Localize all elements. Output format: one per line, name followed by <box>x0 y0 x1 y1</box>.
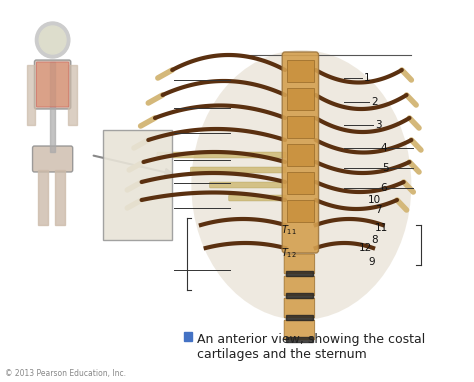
Bar <box>287 200 314 222</box>
Bar <box>287 172 314 194</box>
Bar <box>287 60 314 82</box>
FancyBboxPatch shape <box>103 130 172 240</box>
Text: $T_{11}$: $T_{11}$ <box>281 223 297 237</box>
Text: $T_{12}$: $T_{12}$ <box>281 246 297 260</box>
FancyBboxPatch shape <box>284 276 315 296</box>
FancyBboxPatch shape <box>284 320 315 340</box>
Text: An anterior view, showing the costal
cartilages and the sternum: An anterior view, showing the costal car… <box>197 333 425 361</box>
FancyBboxPatch shape <box>36 62 69 107</box>
FancyBboxPatch shape <box>157 152 286 158</box>
Text: 4: 4 <box>381 143 387 153</box>
Bar <box>50 62 55 152</box>
Bar <box>286 315 313 320</box>
Ellipse shape <box>191 50 411 320</box>
Text: 12: 12 <box>359 243 372 253</box>
Circle shape <box>36 22 70 58</box>
Bar <box>38 170 48 225</box>
Text: 6: 6 <box>381 183 387 193</box>
Text: 8: 8 <box>371 235 378 245</box>
FancyBboxPatch shape <box>35 60 71 109</box>
Text: 11: 11 <box>375 223 388 233</box>
FancyBboxPatch shape <box>210 182 286 188</box>
Bar <box>286 337 313 342</box>
Bar <box>55 170 65 225</box>
Bar <box>287 144 314 166</box>
Bar <box>184 332 192 341</box>
FancyBboxPatch shape <box>33 146 73 172</box>
Text: 7: 7 <box>375 205 382 215</box>
Circle shape <box>39 26 66 54</box>
Text: 3: 3 <box>375 120 382 130</box>
Text: 1: 1 <box>364 73 370 83</box>
FancyBboxPatch shape <box>228 195 286 201</box>
Bar <box>286 293 313 298</box>
FancyBboxPatch shape <box>284 298 315 318</box>
Text: 10: 10 <box>368 195 382 205</box>
Bar <box>287 116 314 138</box>
FancyBboxPatch shape <box>191 167 286 173</box>
Text: © 2013 Pearson Education, Inc.: © 2013 Pearson Education, Inc. <box>5 369 126 378</box>
FancyBboxPatch shape <box>282 52 319 253</box>
Text: 9: 9 <box>368 257 375 267</box>
FancyBboxPatch shape <box>284 254 315 274</box>
Bar <box>68 65 76 125</box>
Text: 2: 2 <box>371 97 378 107</box>
Bar <box>287 88 314 110</box>
Bar <box>286 271 313 276</box>
Bar <box>27 65 36 125</box>
Text: 5: 5 <box>383 163 389 173</box>
